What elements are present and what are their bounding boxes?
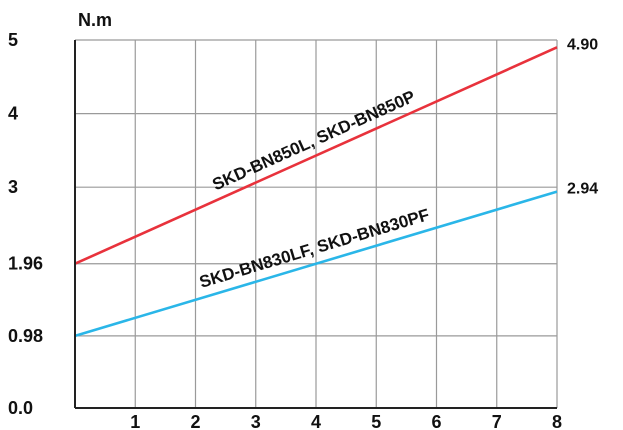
x-tick-label: 5	[371, 412, 381, 430]
y-tick-label: 0.0	[8, 398, 33, 418]
y-axis-unit-label: N.m	[78, 10, 112, 30]
series-end-value-label-2: 2.94	[567, 181, 598, 198]
y-tick-label: 4	[8, 104, 18, 124]
x-tick-label: 8	[552, 412, 562, 430]
y-tick-label: 0.98	[8, 326, 43, 346]
series-line-2	[74, 190, 558, 338]
axes	[74, 40, 557, 409]
y-tick-label: 1.96	[8, 254, 43, 274]
x-tick-label: 4	[311, 412, 321, 430]
y-tick-label: 3	[8, 177, 18, 197]
series-line-1	[74, 46, 558, 265]
series-label-1: SKD-BN850L, SKD-BN850P	[209, 87, 418, 194]
x-tick-label: 6	[431, 412, 441, 430]
x-tick-label: 1	[130, 412, 140, 430]
x-tick-label: 3	[251, 412, 261, 430]
grid	[75, 39, 558, 408]
series-end-value-label-1: 4.90	[567, 36, 598, 53]
x-tick-label: 2	[190, 412, 200, 430]
x-tick-label: 7	[492, 412, 502, 430]
y-tick-label: 5	[8, 30, 18, 50]
labels: 1 2 3 4 5 6 7 8 0.0 0.98 1.96 3 4 5 N.m SKD-BN850L, SKD…	[8, 10, 598, 430]
series-label-2: SKD-BN830LF, SKD-BN830PF	[197, 205, 431, 292]
series-lines	[74, 46, 558, 338]
